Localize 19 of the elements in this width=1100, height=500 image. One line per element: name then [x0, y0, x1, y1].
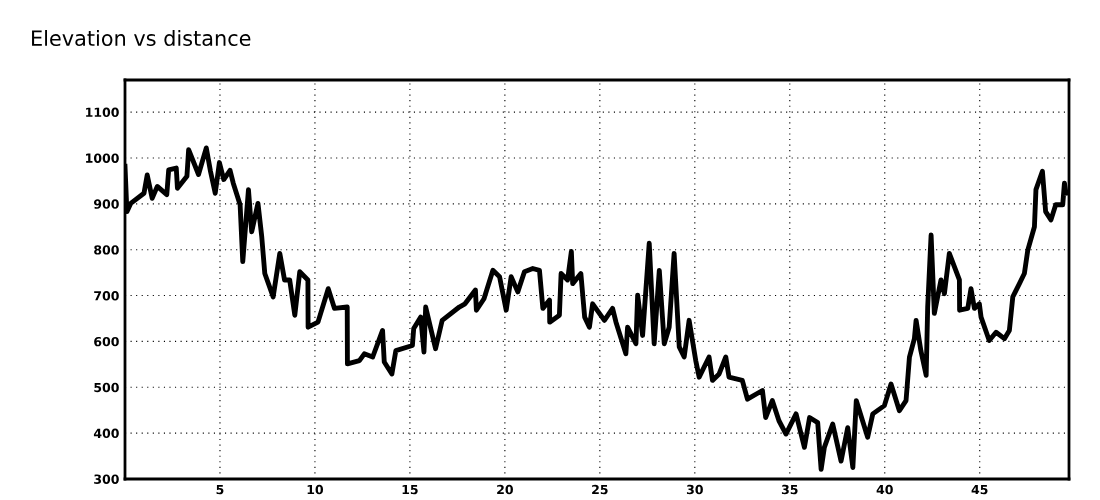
x-tick-label: 30 — [686, 484, 703, 495]
y-tick-label: 300 — [94, 474, 119, 484]
y-tick-label: 400 — [93, 428, 119, 439]
x-tick-label: 45 — [971, 484, 988, 495]
chart-title: Elevation vs distance — [32, 29, 251, 47]
y-tick-label: 500 — [94, 382, 119, 393]
y-tick-label: 1000 — [86, 153, 119, 163]
y-tick-label: 600 — [94, 336, 119, 347]
y-tick-label: 1100 — [86, 107, 119, 118]
x-tick-label: 40 — [876, 484, 893, 495]
x-tick-label: 20 — [497, 484, 513, 495]
y-tick-label: 800 — [94, 245, 119, 255]
x-tick-label: 5 — [216, 484, 224, 495]
y-tick-label: 900 — [94, 199, 119, 209]
x-tick-label: 25 — [592, 484, 608, 495]
x-tick-label: 10 — [307, 484, 324, 495]
x-tick-label: 15 — [402, 484, 418, 495]
x-tick-label: 35 — [781, 484, 798, 495]
y-tick-label: 700 — [94, 291, 119, 301]
